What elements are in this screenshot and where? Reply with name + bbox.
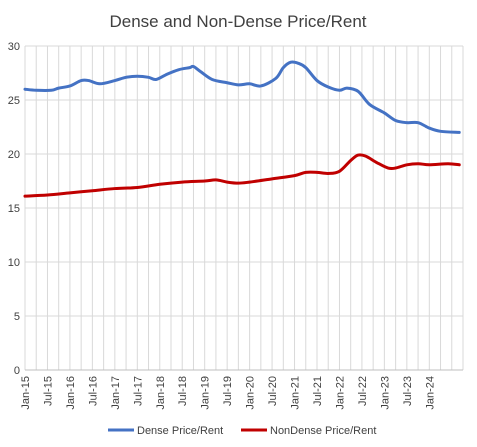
- x-tick-label: Jul-20: [267, 376, 279, 406]
- x-tick-label: Jul-22: [357, 376, 369, 406]
- y-tick-label: 0: [14, 365, 20, 377]
- y-tick-label: 25: [8, 95, 20, 107]
- x-tick-label: Jul-18: [177, 376, 189, 406]
- x-tick-label: Jan-17: [110, 376, 122, 410]
- x-tick-label: Jul-21: [312, 376, 324, 406]
- x-tick-label: Jul-16: [87, 376, 99, 406]
- series-line-dense: [23, 60, 461, 134]
- y-axis-ticks: 0 5 10 15 20 25 30: [8, 41, 20, 377]
- x-tick-label: Jan-20: [245, 376, 257, 410]
- y-tick-label: 15: [8, 203, 20, 215]
- x-tick-label: Jan-21: [290, 376, 302, 410]
- y-tick-label: 30: [8, 41, 20, 53]
- x-tick-label: Jan-19: [200, 376, 212, 410]
- chart-title: Dense and Non-Dense Price/Rent: [109, 12, 366, 31]
- legend-label: Dense Price/Rent: [137, 425, 223, 437]
- y-tick-label: 20: [8, 149, 20, 161]
- legend-label: NonDense Price/Rent: [270, 425, 376, 437]
- x-tick-label: Jan-16: [65, 376, 77, 410]
- x-tick-label: Jan-15: [20, 376, 32, 410]
- legend: Dense Price/Rent NonDense Price/Rent: [108, 425, 376, 437]
- x-tick-label: Jan-18: [155, 376, 167, 410]
- y-tick-label: 5: [14, 311, 20, 323]
- x-tick-label: Jul-19: [222, 376, 234, 406]
- x-tick-label: Jan-22: [334, 376, 346, 410]
- grid: [24, 45, 464, 371]
- x-tick-label: Jul-17: [132, 376, 144, 406]
- series-line-nondense: [23, 153, 461, 198]
- series-lines: [23, 60, 461, 198]
- x-axis-ticks: Jan-15 Jul-15 Jan-16 Jul-16 Jan-17 Jul-17 Jan-…: [20, 376, 436, 410]
- x-tick-label: Jul-23: [402, 376, 414, 406]
- x-tick-label: Jul-15: [42, 376, 54, 406]
- y-tick-label: 10: [8, 257, 20, 269]
- x-tick-label: Jan-23: [379, 376, 391, 410]
- x-tick-label: Jan-24: [424, 376, 436, 410]
